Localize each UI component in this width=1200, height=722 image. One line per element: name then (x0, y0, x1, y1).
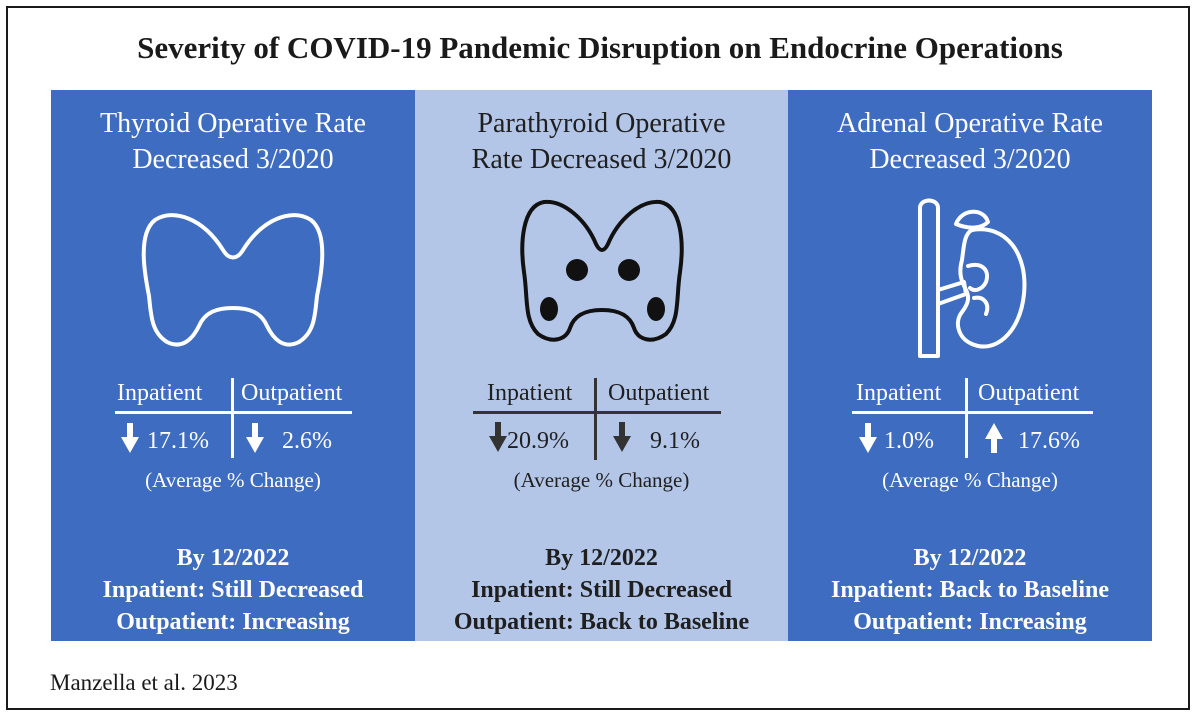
adrenal-panel-title: Adrenal Operative Rate Decreased 3/2020 (788, 106, 1152, 178)
thyroid-avg-label: (Average % Change) (145, 468, 321, 492)
adrenal-by-2022: By 12/2022 Inpatient: Back to Baseline O… (788, 542, 1152, 638)
parathyroid-icon (520, 199, 684, 342)
thyroid-panel-title: Thyroid Operative Rate Decreased 3/2020 (51, 106, 415, 178)
parathyroid-outpatient-change: 9.1% (650, 428, 700, 454)
adrenal-title-line1: Adrenal Operative Rate (837, 108, 1103, 139)
parathyroid-inpatient-status: Inpatient: Still Decreased (471, 577, 732, 603)
parathyroid-title-line2: Rate Decreased 3/2020 (471, 144, 732, 175)
parathyroid-outpatient-status: Outpatient: Back to Baseline (453, 609, 750, 635)
citation-credit: Manzella et al. 2023 (50, 670, 238, 695)
adrenal-inpatient-status: Inpatient: Back to Baseline (830, 577, 1109, 603)
adrenal-table-hline (852, 411, 1093, 414)
thyroid-panel: Thyroid Operative Rate Decreased 3/2020 … (51, 90, 415, 641)
adrenal-by-date: By 12/2022 (913, 545, 1027, 571)
parathyroid-avg-label: (Average % Change) (513, 468, 690, 492)
thyroid-outpatient-status: Outpatient: Increasing (116, 609, 350, 635)
parathyroid-table-hline (473, 411, 721, 414)
adrenal-table-vline (965, 378, 968, 458)
parathyroid-inpatient-change: 20.9% (507, 428, 569, 454)
parathyroid-table-vline (594, 378, 597, 460)
adrenal-outpatient-change: 17.6% (1018, 428, 1080, 454)
adrenal-panel: Adrenal Operative Rate Decreased 3/2020 … (788, 90, 1152, 641)
figure-title: Severity of COVID-19 Pandemic Disruption… (137, 30, 1063, 65)
parathyroid-outpatient-label: Outpatient (608, 380, 710, 406)
parathyroid-title-line1: Parathyroid Operative (477, 108, 726, 139)
adrenal-avg-label: (Average % Change) (882, 468, 1058, 492)
thyroid-inpatient-status: Inpatient: Still Decreased (102, 577, 364, 603)
thyroid-outpatient-down-arrow-icon (246, 423, 264, 453)
thyroid-inpatient-label: Inpatient (117, 380, 203, 406)
parathyroid-panel-title: Parathyroid Operative Rate Decreased 3/2… (415, 106, 788, 178)
parathyroid-by-date: By 12/2022 (545, 545, 658, 571)
thyroid-inpatient-down-arrow-icon (121, 423, 139, 453)
adrenal-kidney-icon (918, 198, 1027, 358)
parathyroid-inpatient-label: Inpatient (487, 380, 573, 406)
parathyroid-panel: Parathyroid Operative Rate Decreased 3/2… (415, 90, 788, 641)
adrenal-inpatient-down-arrow-icon (859, 423, 877, 453)
parathyroid-by-2022: By 12/2022 Inpatient: Still Decreased Ou… (415, 542, 788, 638)
thyroid-table-vline (231, 378, 234, 458)
adrenal-outpatient-status: Outpatient: Increasing (853, 609, 1087, 635)
adrenal-inpatient-label: Inpatient (856, 380, 942, 406)
thyroid-outpatient-change: 2.6% (282, 428, 332, 454)
adrenal-inpatient-change: 1.0% (884, 428, 934, 454)
adrenal-outpatient-up-arrow-icon (985, 423, 1003, 453)
parathyroid-outpatient-down-arrow-icon (613, 422, 631, 452)
thyroid-icon (141, 213, 325, 347)
thyroid-by-date: By 12/2022 (176, 545, 290, 571)
thyroid-outpatient-label: Outpatient (241, 380, 343, 406)
adrenal-title-line2: Decreased 3/2020 (869, 144, 1071, 175)
adrenal-outpatient-label: Outpatient (978, 380, 1080, 406)
parathyroid-inpatient-down-arrow-icon (489, 422, 507, 452)
thyroid-title-line1: Thyroid Operative Rate (100, 108, 366, 139)
thyroid-title-line2: Decreased 3/2020 (132, 144, 334, 175)
thyroid-by-2022: By 12/2022 Inpatient: Still Decreased Ou… (51, 542, 415, 638)
thyroid-inpatient-change: 17.1% (147, 428, 209, 454)
